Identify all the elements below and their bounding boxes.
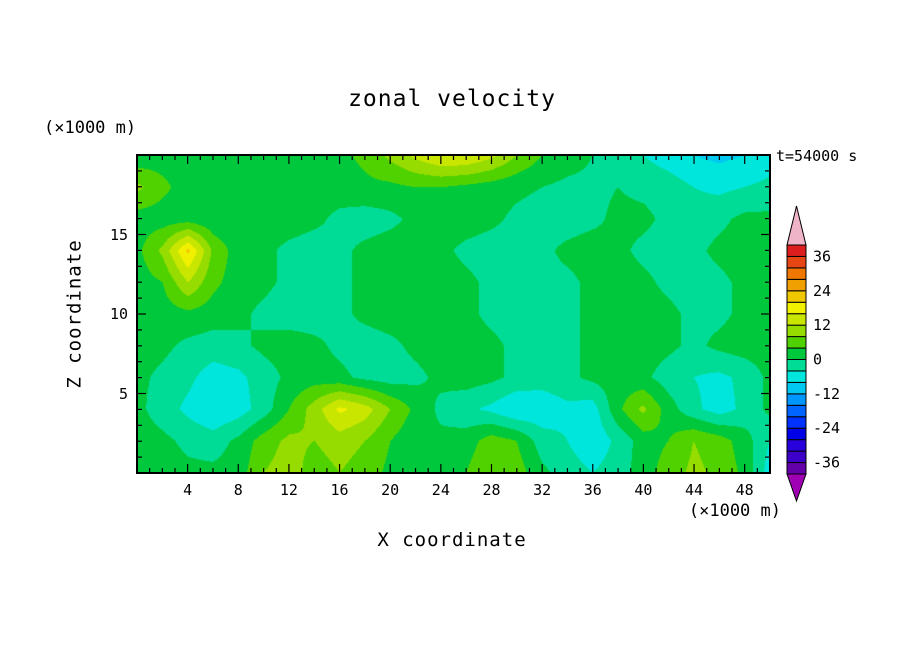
colorbar-tick-label: -24 <box>813 419 840 437</box>
x-tick-label: 40 <box>634 481 653 499</box>
colorbar-tick-label: -36 <box>813 454 840 472</box>
x-axis-unit-label: (×1000 m) <box>688 501 781 521</box>
colorbar-tick-label: 36 <box>813 247 831 265</box>
x-tick-label: 12 <box>279 481 298 499</box>
colorbar-arrow <box>786 205 807 246</box>
colorbar-segment <box>786 359 807 372</box>
z-axis-title: Z coordinate <box>64 239 86 389</box>
colorbar-segment <box>786 313 807 326</box>
z-axis-title-wrap: Z coordinate <box>62 155 88 473</box>
colorbar-tick-label: -12 <box>813 385 840 403</box>
colorbar-tick-label: 24 <box>813 282 831 300</box>
colorbar-segment <box>786 450 807 464</box>
colorbar-segment <box>786 267 807 280</box>
colorbar-segment <box>786 404 807 418</box>
colorbar-segment <box>786 381 807 395</box>
colorbar-segment <box>786 462 807 475</box>
colorbar-tick-label: 0 <box>813 351 822 369</box>
colorbar-segment <box>786 278 807 292</box>
x-tick-label: 28 <box>482 481 501 499</box>
x-tick-label: 32 <box>533 481 552 499</box>
x-tick-label: 4 <box>183 481 193 499</box>
x-tick-label: 16 <box>330 481 349 499</box>
z-tick-label: 15 <box>109 225 128 244</box>
x-tick-label: 8 <box>233 481 243 499</box>
z-axis-unit-label: (×1000 m) <box>44 118 137 138</box>
z-tick-label: 5 <box>118 384 128 403</box>
colorbar-segment <box>786 255 807 269</box>
colorbar-segment <box>786 370 807 383</box>
colorbar-segment <box>786 347 807 361</box>
x-axis-title: X coordinate <box>377 529 527 551</box>
colorbar-segment <box>786 439 807 452</box>
x-tick-label: 44 <box>685 481 704 499</box>
colorbar-segment <box>786 336 807 349</box>
x-tick-label: 20 <box>381 481 400 499</box>
colorbar: 36 24 12 0 -12 -24 -36 <box>786 205 840 503</box>
colorbar-segment <box>786 427 807 441</box>
colorbar-segment <box>786 393 807 406</box>
contour-field <box>137 155 770 473</box>
colorbar-segment <box>786 416 807 429</box>
colorbar-tick-label: 12 <box>813 316 831 334</box>
colorbar-segment <box>786 301 807 315</box>
chart-title: zonal velocity <box>348 86 556 112</box>
colorbar-segment <box>786 290 807 303</box>
x-tick-label: 24 <box>431 481 450 499</box>
x-tick-label: 36 <box>583 481 602 499</box>
x-tick-label: 48 <box>735 481 754 499</box>
colorbar-segment <box>786 324 807 338</box>
colorbar-arrow <box>786 473 807 503</box>
time-annotation: t=54000 s <box>776 147 858 165</box>
colorbar-segment <box>786 244 807 257</box>
z-tick-label: 10 <box>109 305 128 323</box>
